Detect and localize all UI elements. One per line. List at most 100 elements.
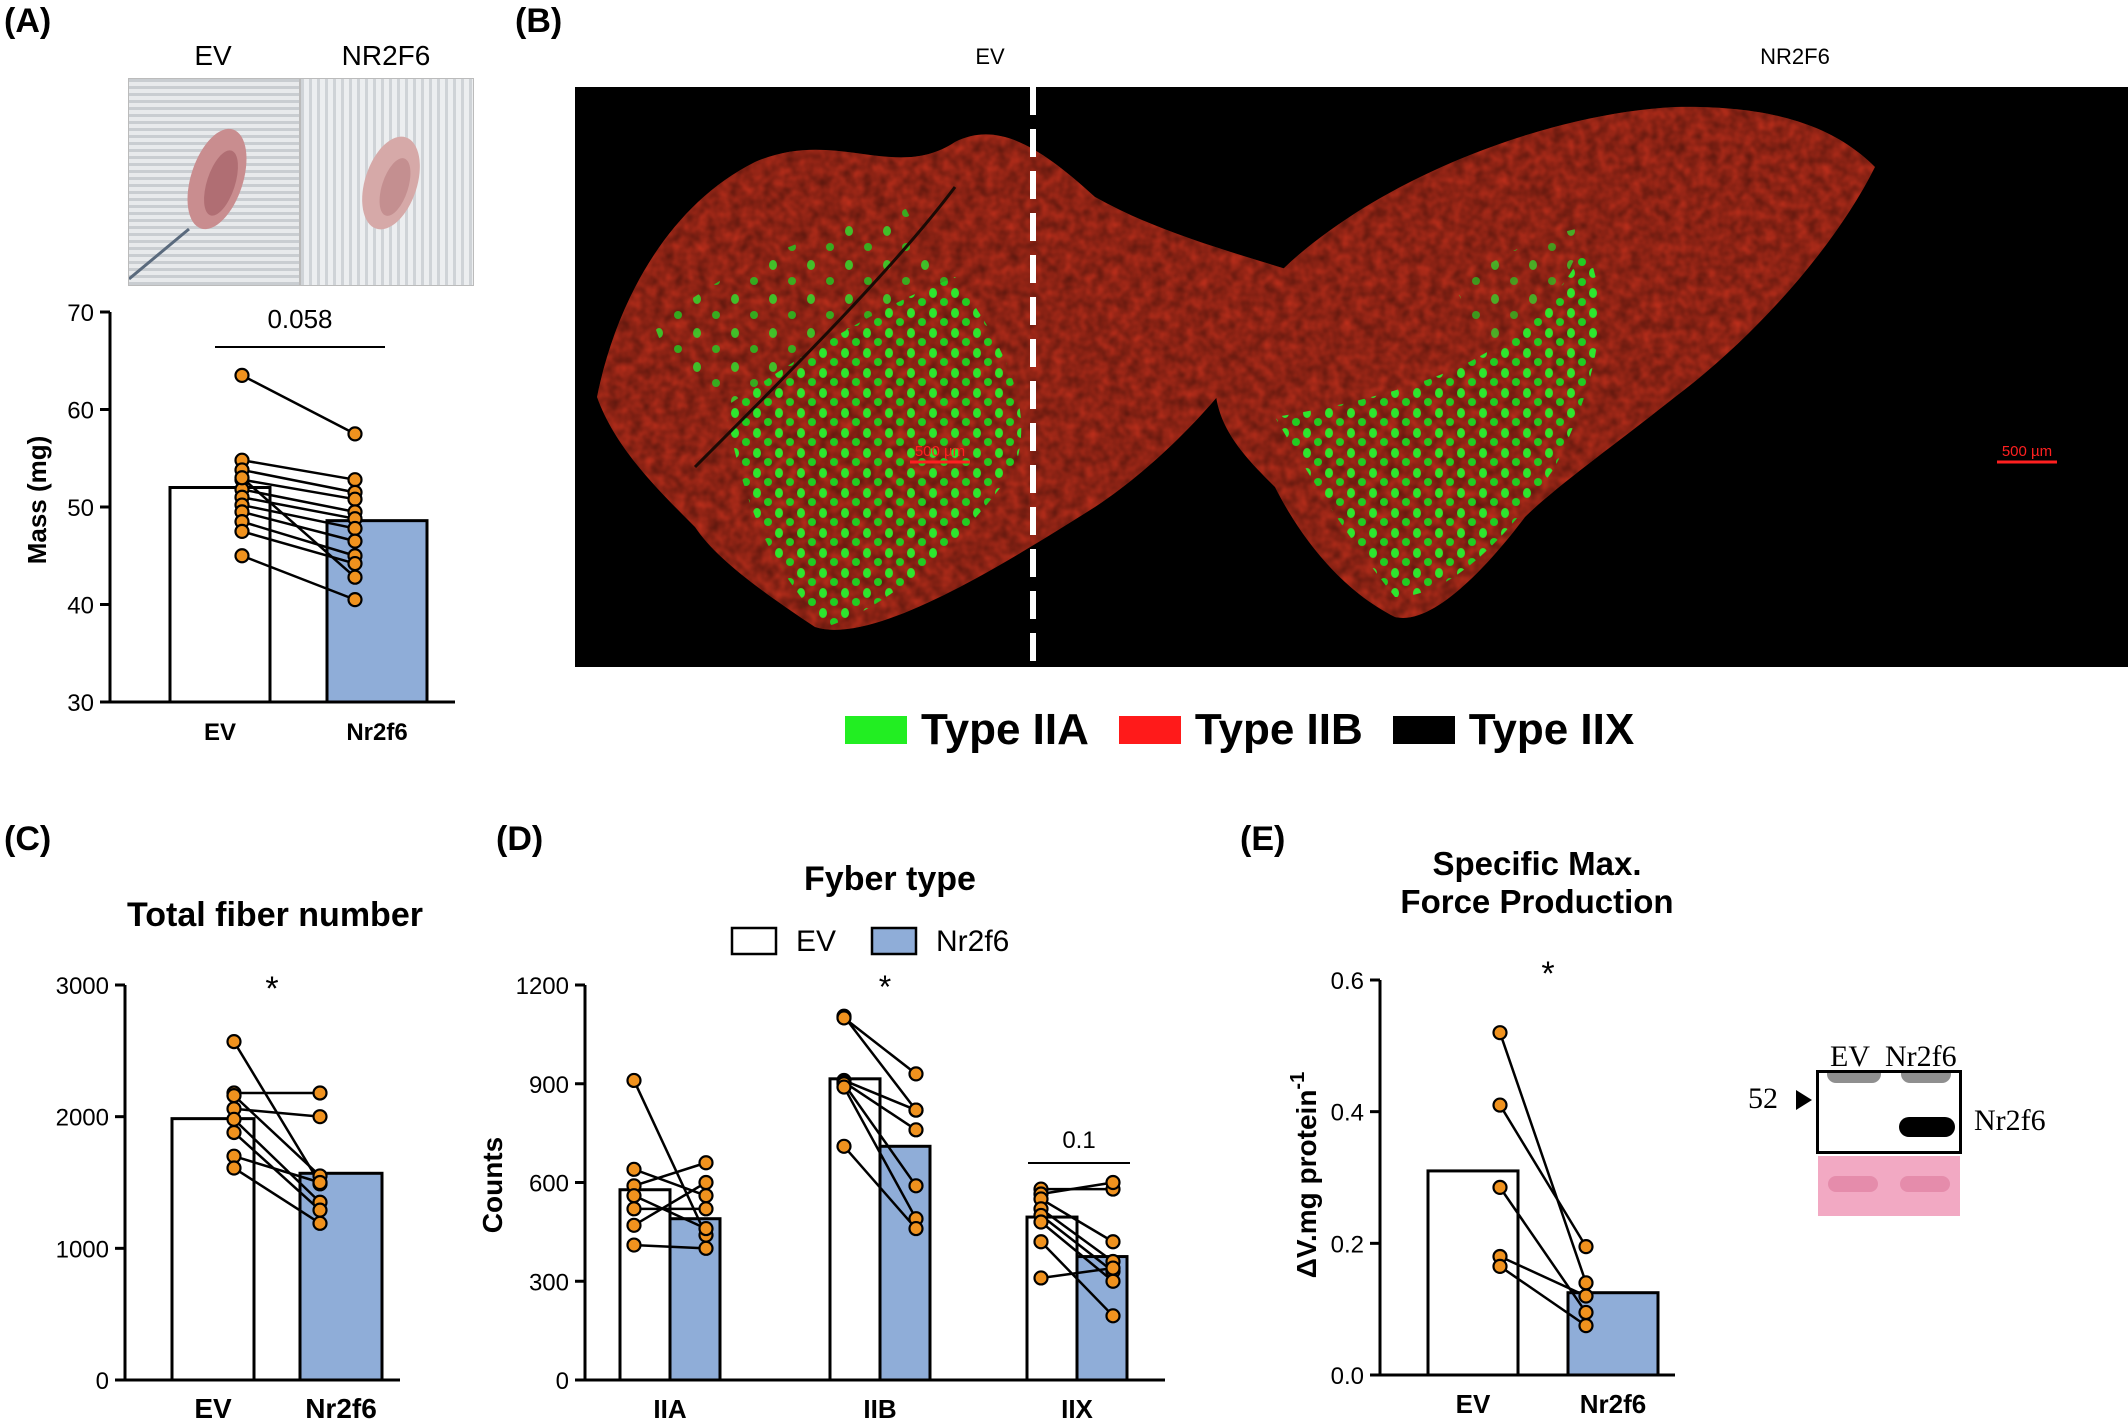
data-point [626, 1201, 642, 1217]
pair-line [633, 1168, 707, 1197]
data-point [226, 1124, 242, 1141]
y-tick-label: 0.2 [1331, 1231, 1364, 1258]
pair-line [1040, 1214, 1114, 1273]
data-point [347, 472, 363, 488]
data-point [1492, 1179, 1508, 1195]
pair-line [241, 503, 356, 530]
muscle-photo-ev [128, 78, 300, 286]
pair-line [233, 1118, 321, 1204]
data-point [626, 1161, 642, 1177]
pair-line [1499, 1255, 1587, 1298]
pair-line [233, 1154, 321, 1184]
blot-band-label: Nr2f6 [1974, 1104, 2046, 1137]
pair-line [842, 1083, 918, 1187]
data-point [1578, 1304, 1594, 1321]
y-tick-label: 40 [67, 593, 94, 620]
data-point [908, 1122, 924, 1138]
data-point [698, 1220, 714, 1237]
pair-line [233, 1166, 321, 1225]
western-blot: EV Nr2f6 52 Nr2f6 [1740, 1040, 2120, 1220]
significance-value-iix: 0.1 [1062, 1127, 1095, 1154]
pair-line [1040, 1207, 1114, 1263]
data-point [1033, 1214, 1049, 1230]
bar-iib-ev [828, 1077, 882, 1382]
pair-line [842, 1086, 918, 1220]
y-axis-title: Mass (mg) [22, 436, 52, 565]
pair-line [843, 1079, 917, 1112]
panel-label-a: (A) [4, 2, 52, 40]
data-point [347, 592, 363, 608]
panel-label-b: (B) [515, 2, 563, 40]
data-point [1578, 1239, 1594, 1255]
y-tick-label: 1000 [56, 1236, 109, 1263]
y-tick-label: 900 [529, 1072, 569, 1099]
y-axis-title: ΔV.mg protein-1 [1287, 1072, 1322, 1278]
pair-line [633, 1194, 707, 1230]
legend-item-iib: Type IIB [1118, 705, 1363, 755]
data-point [226, 1088, 242, 1104]
x-tick-label: EV [1456, 1389, 1491, 1419]
data-point [234, 548, 250, 564]
data-point [908, 1178, 924, 1194]
legend-label-iib: Type IIB [1194, 705, 1363, 754]
legend-swatch-iix [1392, 716, 1455, 744]
panel-label-e: (E) [1240, 820, 1286, 858]
significance-star-iib: * [879, 969, 891, 1005]
data-point [234, 523, 250, 539]
x-tick-label: Nr2f6 [305, 1393, 377, 1424]
x-tick-label: IIB [863, 1394, 896, 1424]
pair-line [1040, 1181, 1114, 1196]
y-tick-label: 0 [556, 1368, 569, 1395]
data-point [234, 367, 250, 383]
data-point [626, 1072, 642, 1089]
ponceau-stain [1818, 1156, 1960, 1216]
pair-line [1498, 1032, 1588, 1284]
pair-line [1498, 1104, 1588, 1248]
y-tick-label: 3000 [56, 973, 109, 1000]
data-point [234, 470, 250, 486]
chart-title-line-2: Force Production [1400, 883, 1673, 920]
bar-ev [170, 1117, 256, 1382]
y-tick-label: 0.6 [1331, 968, 1364, 995]
pair-line [633, 1243, 707, 1250]
legend-item-iia: Type IIA [845, 705, 1089, 755]
x-tick-label: EV [194, 1393, 232, 1424]
pair-line [1040, 1266, 1114, 1280]
data-point [1105, 1273, 1121, 1289]
legend-swatch-nr2f6 [870, 926, 918, 956]
data-point [1492, 1258, 1508, 1274]
bar-ev [168, 486, 272, 704]
y-tick-label: 1200 [516, 973, 569, 1000]
micrograph-label-nr2f6: NR2F6 [1760, 44, 1830, 69]
significance-star: * [265, 970, 278, 1008]
data-point [698, 1201, 714, 1217]
chart-panel-e: Specific Max.Force Production 0.0 0.2 0.4 0.… [1287, 845, 1675, 1419]
y-tick-label: 60 [67, 398, 94, 425]
micrograph-svg: 500 µm 500 µm [597, 87, 2057, 667]
pair-line [1040, 1197, 1114, 1243]
data-point [347, 533, 363, 549]
data-point [312, 1109, 328, 1125]
data-point [626, 1237, 642, 1253]
x-tick-label: IIA [653, 1394, 686, 1424]
y-axis-title-superscript: -1 [1287, 1072, 1309, 1090]
significance-value: 0.058 [267, 304, 332, 334]
pair-line [633, 1181, 707, 1227]
data-point [1105, 1260, 1121, 1276]
data-point [1492, 1097, 1508, 1113]
micrograph-panel: 500 µm 500 µm [575, 87, 2128, 667]
chart-panel-c: Total fiber number 0 1000 2000 3000 EV Nr2f6 * [56, 896, 423, 1424]
data-point [626, 1217, 642, 1233]
pair-line [1040, 1221, 1114, 1283]
pair-line [241, 476, 356, 579]
y-tick-label: 300 [529, 1269, 569, 1296]
blot-band-nr2f6 [1899, 1117, 1955, 1137]
muscle-photo-nr2f6 [300, 78, 474, 286]
pair-line [241, 374, 356, 435]
bar-iia-nr2f6 [668, 1217, 722, 1382]
data-point [312, 1202, 328, 1218]
chart-title: Total fiber number [127, 896, 423, 934]
data-point [698, 1174, 714, 1191]
y-tick-label: 600 [529, 1171, 569, 1198]
pair-line [241, 530, 356, 565]
